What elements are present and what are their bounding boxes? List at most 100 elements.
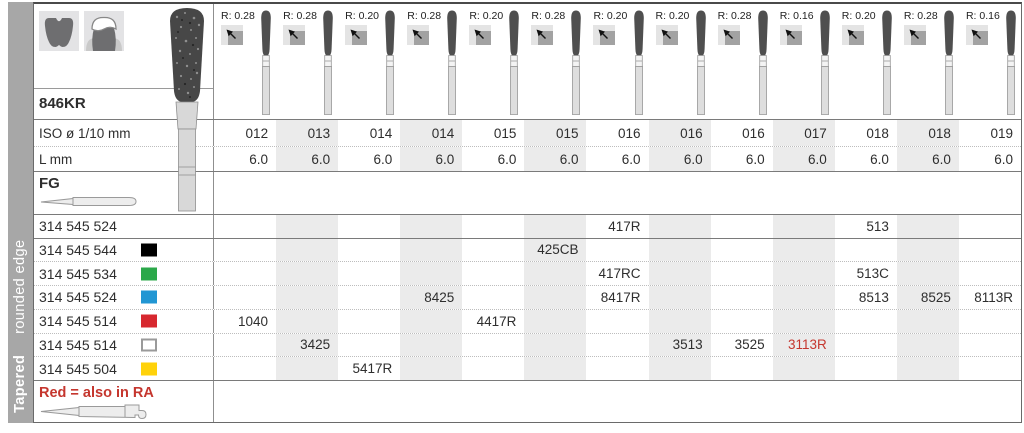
category-sidebar: Tapered rounded edge [8,2,33,423]
figure-cell: 5417R [352,361,393,377]
size-column-header: R: 0.28 [711,4,773,119]
figure-cell [648,238,711,262]
figure-cell [711,286,773,309]
rounded-edge-radius-icon [593,25,615,45]
shank-type-label: FG [39,175,60,193]
table-row: 314 545 524 417R 513 [34,214,1021,238]
iso-value: 019 [990,125,1014,141]
figure-cell [338,239,400,262]
figure-cell [772,238,835,262]
iso-value: 018 [866,125,889,141]
size-column-header: R: 0.20 [649,4,711,119]
category-subtitle: rounded edge [12,240,28,335]
bur-icon [941,9,957,117]
radius-value: R: 0.20 [841,10,876,22]
size-column-header: R: 0.28 [400,4,462,119]
table-row: 314 545 544 425CB [34,237,1021,262]
length-value: 6.0 [994,151,1014,167]
figure-cell [462,357,524,380]
size-column-header: R: 0.20 [835,4,897,119]
figure-cell [772,214,835,238]
rounded-edge-radius-icon [842,25,864,45]
figure-cell [400,309,463,333]
figure-cell [400,214,463,238]
length-value: 6.0 [648,147,711,172]
rounded-edge-radius-icon [469,25,491,45]
length-row: L mm 6.0 6.0 6.0 6.0 6.0 6.0 6.0 6.0 6.0 6.0 6.0 6.… [34,146,1021,172]
size-column-header: R: 0.28 [214,4,276,119]
category-label: Tapered rounded edge [8,240,33,413]
figure-cell [896,238,959,262]
rounded-edge-radius-icon [656,25,678,45]
figure-cell [711,239,773,262]
figure-cell [524,333,587,357]
figure-cell [276,262,339,286]
bur-icon [755,9,771,117]
figure-cell [338,286,400,309]
figure-cell: 417RC [598,266,641,282]
figure-cell: 513 [866,218,889,234]
size-column-header: R: 0.20 [462,4,524,119]
rounded-edge-radius-icon [407,25,429,45]
shank-type-row: FG [34,171,1021,214]
figure-cell [462,215,524,238]
figure-cell [338,215,400,238]
length-row-label: L mm [39,151,73,167]
radius-value: R: 0.28 [221,10,255,22]
iso-value: 016 [742,125,765,141]
color-code-chip [141,338,157,352]
radius-value: R: 0.20 [593,10,628,22]
figure-cell: 8113R [974,289,1014,305]
figure-cell [896,309,959,333]
iso-value: 016 [648,120,711,147]
figure-cell [711,215,773,238]
size-column-header: R: 0.28 [524,4,586,119]
figure-cell [214,286,276,309]
figure-cell [648,357,711,381]
figure-cell: 1040 [238,313,269,329]
length-value: 6.0 [896,147,959,172]
size-column-header: R: 0.16 [959,4,1021,119]
figure-cell [648,214,711,238]
figure-cell [276,286,339,309]
figure-cell [462,239,524,262]
length-value: 6.0 [870,151,889,167]
rounded-edge-radius-icon [718,25,740,45]
size-column-header: R: 0.28 [897,4,959,119]
figure-cell [586,239,648,262]
length-value: 6.0 [373,151,393,167]
figure-cell [400,357,463,381]
figure-cell: 3425 [276,333,339,357]
figure-cell [959,215,1021,238]
size-column-header: R: 0.20 [586,4,648,119]
figure-cell [400,333,463,357]
figure-cell: 3525 [734,337,765,353]
figure-cell [772,357,835,381]
category-title: Tapered [12,354,28,413]
product-table: 846KR R: 0.28 R: 0.28 R: 0.20 R: 0.28 R:… [33,2,1022,423]
figure-cell [338,310,400,333]
figure-cell [214,215,276,238]
figure-cell [462,262,524,285]
figure-cell [524,214,587,238]
iso-value: 012 [245,125,269,141]
iso-value: 018 [896,120,959,147]
iso-value: 013 [276,120,339,147]
figure-cell [835,239,897,262]
figure-cell [214,334,276,357]
color-code-chip [141,267,157,281]
rounded-edge-radius-icon [966,25,988,45]
length-value: 6.0 [497,151,517,167]
figure-cell [711,357,773,380]
table-row: 314 545 524 8425 8417R 8513 8525 8113R [34,285,1021,309]
iso-value: 016 [618,125,641,141]
bur-icon [879,9,895,117]
bur-icon [693,9,709,117]
rounded-edge-radius-icon [283,25,305,45]
order-number: 314 545 534 [39,265,117,282]
figure-cell [959,262,1021,285]
figure-cell [896,357,959,381]
order-number: 314 545 514 [39,313,117,330]
figure-cell [835,357,897,380]
size-columns-header: R: 0.28 R: 0.28 R: 0.20 R: 0.28 R: 0.20 … [213,4,1021,120]
